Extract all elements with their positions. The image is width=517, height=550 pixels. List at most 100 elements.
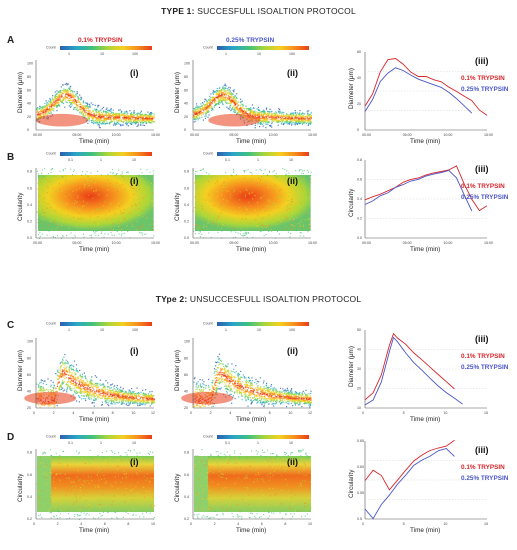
heatmap-ylabel-2-1: Diameter (μm)	[174, 350, 181, 391]
heatmap-ytick-0-1-0: 0	[184, 128, 186, 132]
line-xtick-3-3: 15	[484, 522, 488, 526]
heatmap-speckle-1-0	[36, 168, 155, 239]
heatmap-ytick-3-0-1: 0.4	[27, 495, 32, 499]
heatmap-xtick-2-0-4: 8	[112, 411, 114, 415]
heatmap-ytick-0-1-4: 80	[184, 75, 188, 79]
heatmap-ytick-0-1-5: 100	[184, 62, 190, 66]
header-blue: 0.25% TRYPSIN	[226, 37, 275, 44]
heatmap-xlabel-2-0: Time (min)	[79, 416, 109, 423]
line-ytick-1-3: 0.6	[357, 178, 362, 182]
heatmap-ytick-1-1-2: 0.4	[184, 203, 189, 207]
colorbar-tick-0-0-1: 10	[100, 52, 104, 56]
heatmap-band-1-1	[195, 175, 311, 231]
heatmap-ylabel-3-0: Circularity	[17, 473, 24, 502]
line-ytick-3-0: 0.5	[357, 517, 362, 521]
heatmap-ytick-0-0-1: 20	[27, 115, 31, 119]
type2-title-bold: TYpe 2:	[155, 294, 188, 304]
heatmap-xtick-0-1-3: 15:00	[308, 133, 317, 137]
type1-title: TYPE 1: SUCCESFULL ISOALTION PROTOCOL	[0, 6, 517, 16]
heatmap-ytick-1-1-1: 0.2	[184, 220, 189, 224]
line-ylabel-2: Diameter (μm)	[348, 346, 355, 387]
heatmap-speckle-3-0	[36, 449, 156, 521]
heatmap-ytick-3-1-3: 0.8	[184, 451, 189, 455]
heatmap-xtick-2-0-0: 0	[33, 411, 35, 415]
series-line-1-1	[364, 170, 473, 212]
line-ytick-1-0: 0.0	[357, 236, 362, 240]
line-xtick-0-1: 05:00	[403, 133, 412, 137]
line-xtick-0-0: 00:00	[362, 133, 371, 137]
line-xtick-3-0: 0	[362, 522, 364, 526]
heatmap-ytick-2-1-2: 60	[184, 373, 188, 377]
heatmap-xtick-2-0-1: 2	[53, 411, 55, 415]
line-xtick-1-1: 05:00	[403, 241, 412, 245]
colorbar-label-2-0: Count	[46, 322, 56, 326]
colorbar-tick-2-1-1: 10	[257, 328, 261, 332]
heatmap-xtick-0-0-0: 00:00	[33, 133, 42, 137]
legend-red-0: 0.1% TRYPSIN	[461, 75, 505, 82]
heatmap-ytick-1-0-0: 0.0	[27, 236, 32, 240]
colorbar-1-0	[60, 152, 152, 156]
heatmap-xtick-3-1-1: 2	[214, 522, 216, 526]
heatmap-cloud-0-0	[36, 82, 156, 129]
heatmap-ytick-0-0-4: 80	[27, 75, 31, 79]
line-ytick-3-3: 0.65	[357, 439, 364, 443]
panel-label-3-0: (i)	[130, 457, 139, 467]
panel-label-0-0: (i)	[130, 68, 139, 78]
heatmap-ytick-2-1-3: 80	[184, 356, 188, 360]
colorbar-3-0	[60, 435, 152, 439]
line-xtick-3-1: 5	[403, 522, 405, 526]
heatmap-ytick-3-0-3: 0.8	[27, 451, 32, 455]
panel-label-3-1: (ii)	[287, 457, 298, 467]
colorbar-tick-0-1-1: 10	[257, 52, 261, 56]
line-ytick-2-4: 50	[357, 328, 361, 332]
line-ytick-2-0: 10	[357, 406, 361, 410]
line-xlabel-3: Time (min)	[410, 527, 440, 534]
series-line-2-0	[364, 332, 455, 401]
heatmap-xlabel-0-0: Time (min)	[79, 138, 109, 145]
heatmap-xtick-3-1-3: 6	[261, 522, 263, 526]
line-xtick-2-0: 0	[362, 411, 364, 415]
heatmap-ytick-2-0-1: 40	[27, 390, 31, 394]
line-ytick-1-1: 0.2	[357, 217, 362, 221]
heatmap-ytick-0-0-3: 60	[27, 88, 31, 92]
heatmap-xtick-1-0-0: 00:00	[33, 241, 42, 245]
heatmap-xtick-1-0-2: 10:00	[112, 241, 121, 245]
heatmap-hotspot-2-1	[181, 391, 234, 405]
heatmap-xtick-1-1-2: 10:00	[269, 241, 278, 245]
panel-label-2-iii: (iii)	[475, 334, 489, 344]
colorbar-label-0-1: Count	[203, 46, 213, 50]
line-ylabel-0: Diameter (μm)	[348, 68, 355, 109]
heatmap-xtick-2-0-6: 12	[151, 411, 155, 415]
heatmap-xlabel-1-1: Time (min)	[236, 246, 266, 253]
colorbar-1-1	[217, 152, 309, 156]
line-xtick-2-2: 10	[443, 411, 447, 415]
panel-label-1-iii: (iii)	[475, 164, 489, 174]
heatmap-xtick-1-0-3: 15:00	[151, 241, 160, 245]
line-ytick-1-4: 0.8	[357, 158, 362, 162]
colorbar-tick-0-1-2: 100	[289, 52, 295, 56]
heatmap-xtick-0-1-0: 00:00	[190, 133, 199, 137]
line-xtick-1-2: 10:00	[443, 241, 452, 245]
line-xlabel-2: Time (min)	[410, 416, 440, 423]
heatmap-ytick-1-0-2: 0.4	[27, 203, 32, 207]
heatmap-speckle-1-1	[193, 168, 312, 239]
line-ytick-2-2: 30	[357, 367, 361, 371]
line-xlabel-1: Time (min)	[410, 246, 440, 253]
heatmap-ytick-0-1-3: 60	[184, 88, 188, 92]
line-ytick-2-3: 40	[357, 348, 361, 352]
legend-blue-3: 0.25% TRYPSIN	[461, 475, 509, 482]
legend-red-1: 0.1% TRYPSIN	[461, 183, 505, 190]
series-line-2-1	[364, 336, 463, 406]
panel-label-1-1: (ii)	[287, 176, 298, 186]
line-xtick-0-2: 10:00	[443, 133, 452, 137]
colorbar-tick-0-1-0: 1	[225, 52, 227, 56]
colorbar-tick-1-1-1: 1	[257, 158, 259, 162]
type2-title: TYpe 2: UNSUCCESFULL ISOALTION PROTOCOL	[0, 294, 517, 304]
heatmap-ytick-3-0-0: 0.2	[27, 517, 32, 521]
colorbar-label-2-1: Count	[203, 322, 213, 326]
type1-title-rest: SUCCESFULL ISOALTION PROTOCOL	[194, 6, 356, 16]
colorbar-tick-1-0-0: 0.1	[68, 158, 73, 162]
panel-label-1-0: (i)	[130, 176, 139, 186]
legend-blue-2: 0.25% TRYPSIN	[461, 364, 509, 371]
